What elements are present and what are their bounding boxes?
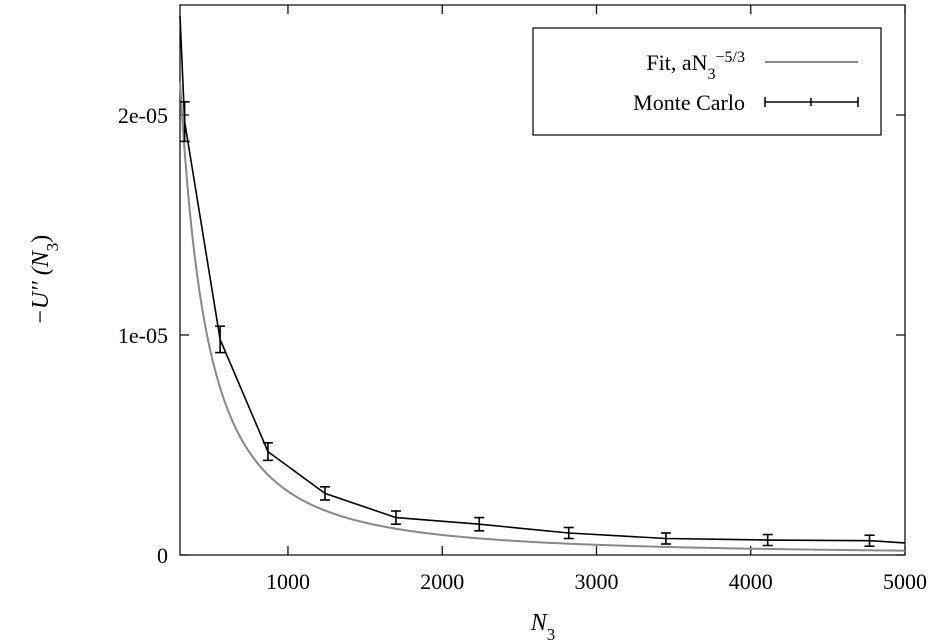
- y-tick-label: 0: [157, 543, 168, 568]
- monte-carlo-point: [563, 526, 574, 540]
- monte-carlo-point: [215, 325, 226, 354]
- monte-carlo-point: [474, 516, 485, 532]
- plot-frame: [179, 4, 906, 556]
- x-axis-label: N3: [530, 610, 556, 640]
- legend-label-monte-carlo: Monte Carlo: [633, 90, 745, 115]
- legend-box: [532, 27, 882, 136]
- x-tick-label: 4000: [729, 569, 773, 594]
- monte-carlo-point: [762, 533, 773, 547]
- legend-label-fit: Fit, aN3−5/3: [646, 49, 745, 83]
- x-tick-label: 3000: [574, 569, 618, 594]
- y-tick-label: 1e-05: [118, 323, 168, 348]
- monte-carlo-point: [660, 532, 671, 545]
- x-tick-label: 2000: [420, 569, 464, 594]
- monte-carlo-line: [179, 15, 906, 544]
- y-axis-label: −U′′ (N3): [28, 235, 62, 326]
- x-tick-label: 1000: [266, 569, 310, 594]
- legend: Fit, aN3−5/3 Monte Carlo: [532, 27, 882, 136]
- monte-carlo-point: [864, 534, 875, 548]
- series-layer: [179, 15, 906, 552]
- monte-carlo-point: [262, 441, 273, 462]
- monte-carlo-point: [390, 510, 401, 526]
- fit-curve: [179, 81, 906, 552]
- x-tick-label: 5000: [883, 569, 927, 594]
- axis-ticks: 1000 2000 3000 4000 5000 0 1e-05 2e-05: [118, 5, 927, 594]
- legend-swatch-monte-carlo: [764, 97, 859, 107]
- monte-carlo-point: [320, 485, 330, 501]
- monte-carlo-point: [179, 101, 190, 143]
- y-tick-label: 2e-05: [118, 103, 168, 128]
